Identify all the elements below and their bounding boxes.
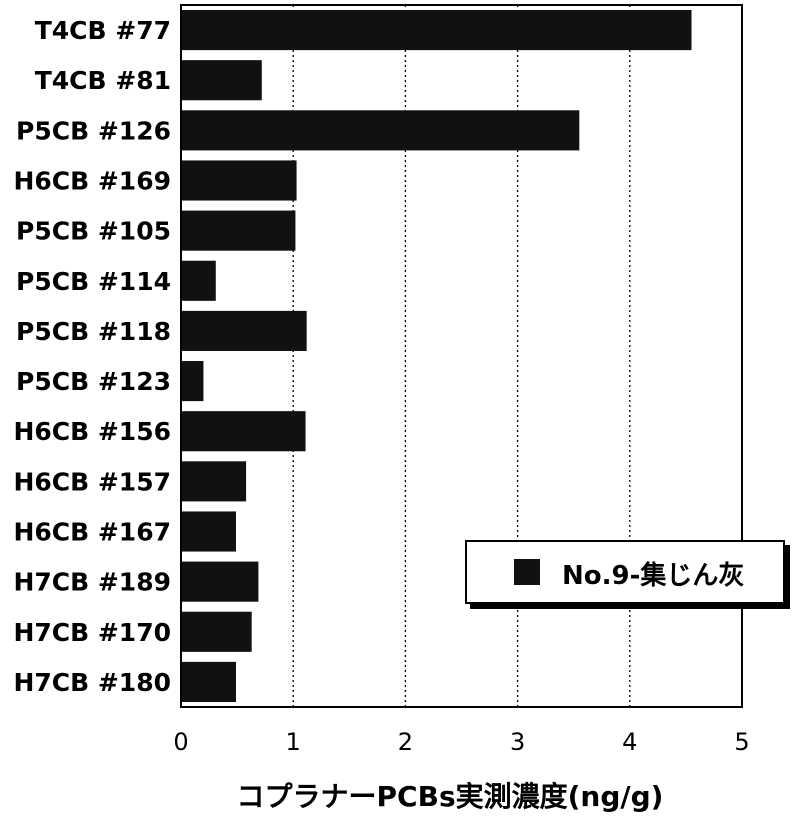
x-tick-label: 0 xyxy=(173,728,188,756)
bar xyxy=(181,260,216,301)
bar xyxy=(181,10,692,51)
category-label: H6CB #157 xyxy=(13,467,171,496)
category-label: P5CB #123 xyxy=(16,367,171,396)
bar xyxy=(181,210,296,251)
legend-label: No.9-集じん灰 xyxy=(562,560,744,591)
bar xyxy=(181,411,306,452)
bar xyxy=(181,461,247,502)
category-label: T4CB #77 xyxy=(35,16,171,45)
x-tick-label: 5 xyxy=(734,728,749,756)
x-tick-label: 2 xyxy=(398,728,413,756)
category-label: H6CB #167 xyxy=(13,518,171,547)
category-label: P5CB #126 xyxy=(16,116,171,145)
bar xyxy=(181,611,252,652)
legend-swatch xyxy=(514,559,540,585)
bar xyxy=(181,60,262,101)
bar xyxy=(181,160,297,201)
x-axis-title: コプラナーPCBs実測濃度(ng/g) xyxy=(237,780,664,813)
x-tick-label: 1 xyxy=(286,728,301,756)
bar xyxy=(181,561,259,602)
category-label: H6CB #169 xyxy=(13,167,171,196)
bar xyxy=(181,661,236,702)
category-labels: T4CB #77 T4CB #81 P5CB #126 H6CB #169 P5CB #… xyxy=(13,16,171,697)
x-tick-label: 3 xyxy=(510,728,525,756)
category-label: H7CB #189 xyxy=(13,568,171,597)
category-label: H7CB #180 xyxy=(13,668,171,697)
bar xyxy=(181,361,204,402)
bars xyxy=(181,10,692,702)
category-label: H6CB #156 xyxy=(13,417,171,446)
category-label: H7CB #170 xyxy=(13,618,171,647)
x-tick-label: 4 xyxy=(622,728,637,756)
category-label: P5CB #114 xyxy=(16,267,171,296)
plot-frame xyxy=(180,4,743,708)
category-label: P5CB #105 xyxy=(16,217,171,246)
legend: No.9-集じん灰 xyxy=(465,540,785,604)
category-label: P5CB #118 xyxy=(16,317,171,346)
x-tick-labels: 0 1 2 3 4 5 xyxy=(173,728,749,756)
bar xyxy=(181,310,307,351)
category-label: T4CB #81 xyxy=(35,66,171,95)
bar xyxy=(181,511,236,552)
bar xyxy=(181,110,580,151)
